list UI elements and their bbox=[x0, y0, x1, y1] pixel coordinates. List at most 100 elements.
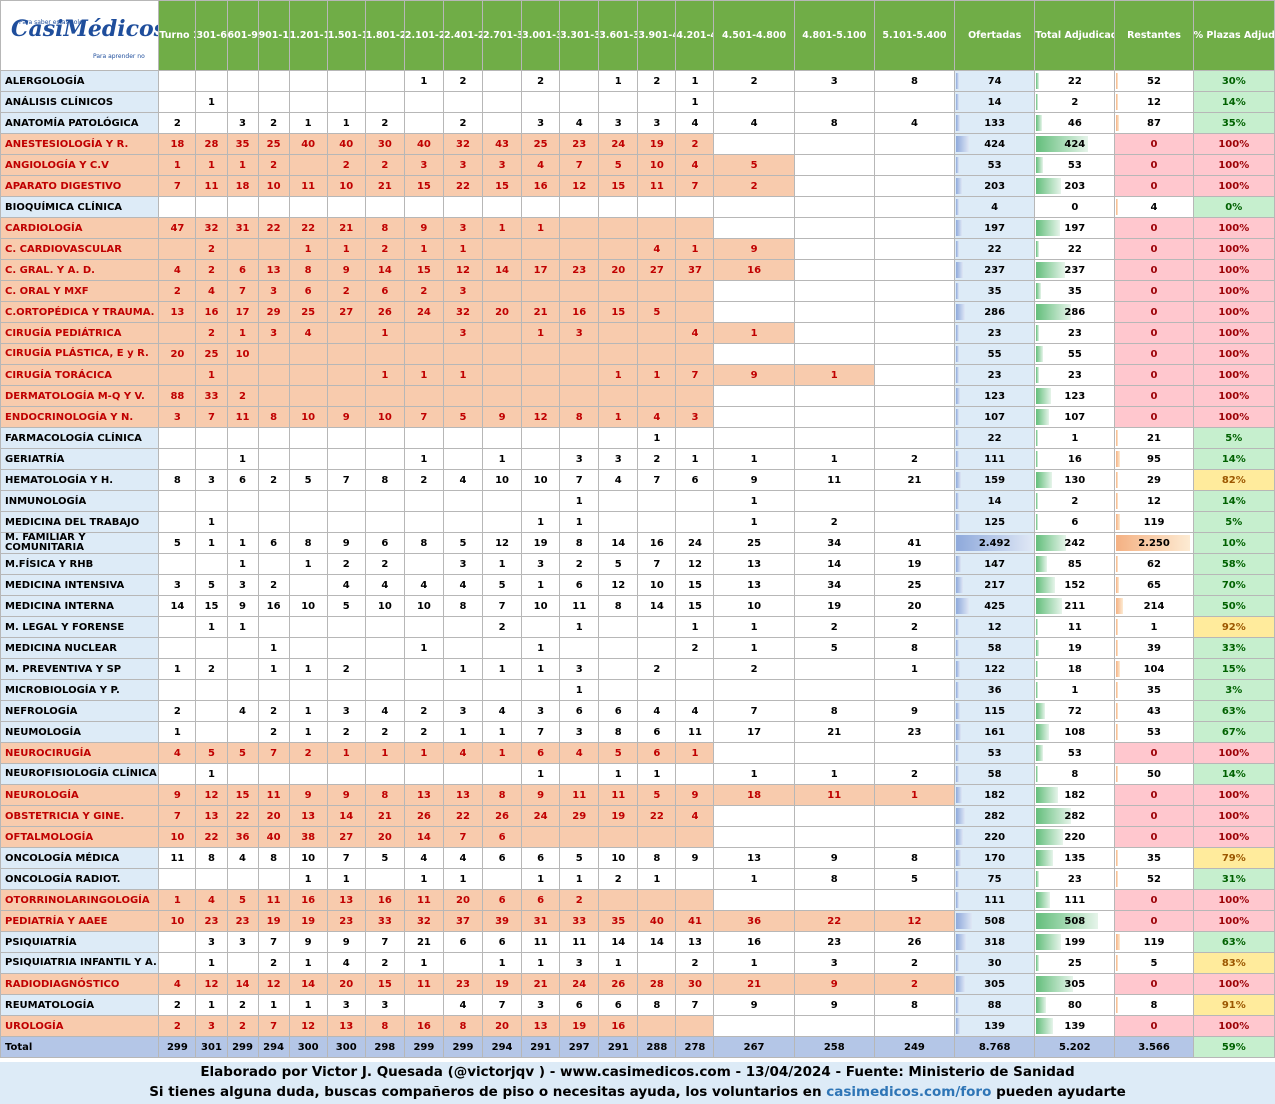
remaining-count: 0 bbox=[1114, 154, 1194, 176]
range-count: 1 bbox=[713, 868, 795, 890]
range-count bbox=[288, 637, 328, 659]
range-count: 30 bbox=[675, 973, 715, 995]
remaining-value: 0 bbox=[1150, 894, 1158, 906]
range-count bbox=[403, 994, 444, 1016]
range-count: 10 bbox=[257, 175, 290, 197]
column-header: 301-600 bbox=[195, 0, 228, 71]
awarded-count: 46 bbox=[1034, 112, 1116, 134]
awarded-count: 305 bbox=[1034, 973, 1116, 995]
remaining-value: 52 bbox=[1147, 873, 1161, 885]
remaining-value: 0 bbox=[1150, 915, 1158, 927]
offered-count: 111 bbox=[954, 889, 1036, 911]
range-count: 1 bbox=[598, 70, 639, 92]
remaining-value: 5 bbox=[1150, 957, 1158, 969]
range-count: 12 bbox=[482, 532, 523, 554]
awarded-value: 55 bbox=[1067, 348, 1082, 360]
remaining-count: 0 bbox=[1114, 784, 1194, 806]
range-count: 5 bbox=[364, 847, 405, 869]
range-count bbox=[364, 70, 405, 92]
range-count: 15 bbox=[364, 973, 405, 995]
remaining-count: 21 bbox=[1114, 427, 1194, 449]
range-count: 4 bbox=[226, 700, 259, 722]
range-count: 22 bbox=[195, 826, 228, 848]
foro-link[interactable]: casimedicos.com/foro bbox=[826, 1084, 992, 1100]
awarded-percent: 35% bbox=[1192, 112, 1275, 134]
range-count: 17 bbox=[521, 259, 561, 281]
awarded-count: 11 bbox=[1034, 616, 1116, 638]
range-count bbox=[257, 385, 290, 407]
remaining-count: 0 bbox=[1114, 217, 1194, 239]
remaining-value: 21 bbox=[1147, 432, 1161, 444]
awarded-bar bbox=[1036, 661, 1039, 677]
awarded-bar bbox=[1036, 94, 1039, 110]
range-count bbox=[442, 427, 484, 449]
remaining-value: 0 bbox=[1150, 222, 1158, 234]
awarded-value: 242 bbox=[1064, 537, 1086, 549]
offered-value: 22 bbox=[987, 243, 1002, 255]
range-count: 2 bbox=[637, 70, 677, 92]
awarded-count: 53 bbox=[1034, 742, 1116, 764]
range-count: 4 bbox=[195, 889, 228, 911]
range-count: 23 bbox=[559, 133, 600, 155]
range-count: 2 bbox=[257, 112, 290, 134]
range-count: 299 bbox=[403, 1036, 444, 1058]
range-count: 8 bbox=[364, 784, 405, 806]
range-count bbox=[793, 217, 875, 239]
range-count: 7 bbox=[326, 847, 366, 869]
remaining-value: 4 bbox=[1150, 201, 1158, 213]
range-count: 6 bbox=[364, 532, 405, 554]
awarded-count: 2 bbox=[1034, 490, 1116, 512]
range-count: 1 bbox=[158, 658, 197, 680]
range-count: 26 bbox=[482, 805, 523, 827]
offered-bar bbox=[956, 871, 960, 887]
range-count: 11 bbox=[559, 931, 600, 953]
range-count: 3 bbox=[195, 1015, 228, 1037]
specialty-name: C. ORAL Y MXF bbox=[0, 280, 160, 302]
range-count bbox=[793, 196, 875, 218]
range-count: 3 bbox=[326, 700, 366, 722]
range-count: 8 bbox=[873, 637, 956, 659]
awarded-percent: 100% bbox=[1192, 364, 1275, 386]
range-count: 40 bbox=[288, 133, 328, 155]
range-count: 2 bbox=[226, 1015, 259, 1037]
awarded-count: 203 bbox=[1034, 175, 1116, 197]
range-count: 9 bbox=[713, 238, 795, 260]
awarded-percent: 59% bbox=[1192, 1036, 1275, 1058]
awarded-percent: 100% bbox=[1192, 259, 1275, 281]
range-count: 4 bbox=[364, 700, 405, 722]
range-count bbox=[637, 952, 677, 974]
specialty-name: MEDICINA DEL TRABAJO bbox=[0, 511, 160, 533]
specialty-name: OTORRINOLARINGOLOGÍA bbox=[0, 889, 160, 911]
offered-value: 125 bbox=[984, 516, 1006, 528]
remaining-count: 0 bbox=[1114, 973, 1194, 995]
range-count bbox=[873, 826, 956, 848]
range-count bbox=[675, 511, 715, 533]
range-count: 1 bbox=[403, 448, 444, 470]
range-count: 3 bbox=[521, 994, 561, 1016]
range-count: 7 bbox=[257, 742, 290, 764]
specialty-name: Total bbox=[0, 1036, 160, 1058]
range-count bbox=[442, 952, 484, 974]
range-count bbox=[364, 427, 405, 449]
awarded-value: 23 bbox=[1067, 873, 1082, 885]
range-count: 9 bbox=[288, 931, 328, 953]
offered-value: 133 bbox=[984, 117, 1006, 129]
range-count: 13 bbox=[713, 574, 795, 596]
range-count: 17 bbox=[713, 721, 795, 743]
specialty-name: NEUMOLOGÍA bbox=[0, 721, 160, 743]
range-count: 1 bbox=[195, 994, 228, 1016]
awarded-count: 211 bbox=[1034, 595, 1116, 617]
range-count: 1 bbox=[288, 112, 328, 134]
range-count bbox=[793, 679, 875, 701]
range-count: 10 bbox=[288, 406, 328, 428]
range-count: 3 bbox=[637, 112, 677, 134]
table-row: PSIQUIATRÍA 3 3 7 9 9 7 21 6 6 11 11 14 14 13 16 23 26 318… bbox=[0, 931, 1275, 953]
range-count bbox=[598, 322, 639, 344]
remaining-count: 3.566 bbox=[1114, 1036, 1194, 1058]
range-count: 19 bbox=[559, 1015, 600, 1037]
range-count: 10 bbox=[326, 175, 366, 197]
range-count: 2 bbox=[226, 994, 259, 1016]
range-count bbox=[559, 91, 600, 113]
range-count: 10 bbox=[521, 595, 561, 617]
offered-value: 88 bbox=[987, 999, 1002, 1011]
